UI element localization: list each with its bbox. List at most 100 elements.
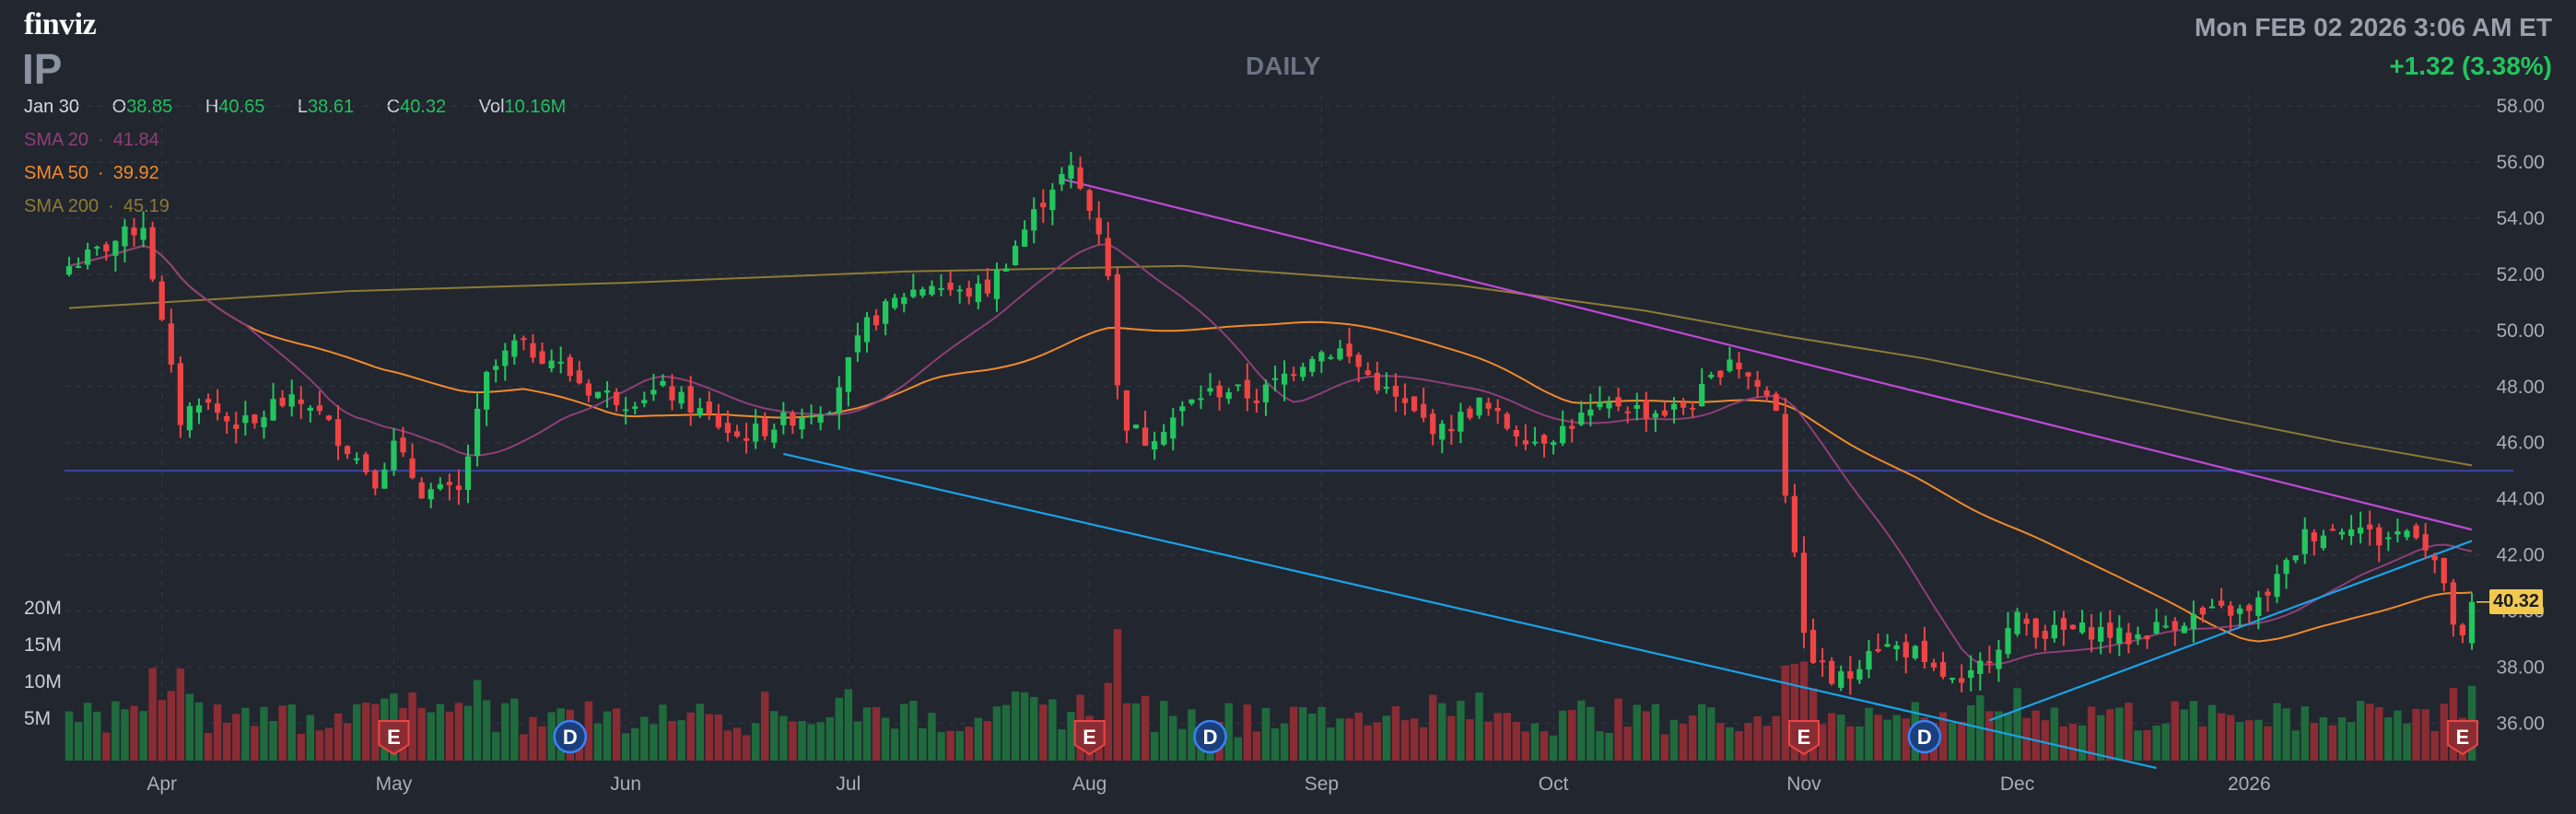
volume-bar bbox=[1558, 710, 1567, 761]
candle-body bbox=[2107, 622, 2113, 638]
candle-body bbox=[650, 390, 657, 395]
candle-body bbox=[762, 418, 768, 436]
close-value: 40.32 bbox=[400, 97, 447, 117]
finviz-logo[interactable]: finviz bbox=[24, 7, 97, 41]
candle-body bbox=[2441, 557, 2447, 584]
volume-bar bbox=[2059, 726, 2068, 761]
candle-body bbox=[2190, 614, 2197, 630]
candle-body bbox=[2422, 534, 2429, 551]
y-tick-label: 42.00 bbox=[2496, 545, 2545, 566]
candle-body bbox=[557, 361, 564, 364]
candle-body bbox=[427, 489, 434, 500]
volume-tick-label: 15M bbox=[24, 634, 62, 656]
candle-body bbox=[1430, 413, 1436, 435]
volume-bar bbox=[2032, 710, 2040, 761]
y-tick-label: 56.00 bbox=[2496, 152, 2545, 173]
volume-bar bbox=[779, 715, 788, 761]
ticker-symbol: IP bbox=[22, 45, 63, 93]
candle-body bbox=[2023, 618, 2030, 624]
volume-bar bbox=[520, 734, 528, 761]
volume-bar bbox=[1159, 701, 1168, 761]
volume-bar bbox=[1985, 711, 1994, 761]
volume-bar bbox=[1280, 723, 1289, 761]
candle-body bbox=[261, 417, 267, 427]
open-label: O bbox=[111, 97, 127, 117]
candle-body bbox=[1977, 660, 1984, 674]
volume-bar bbox=[1317, 706, 1326, 761]
candle-body bbox=[2199, 607, 2207, 615]
earnings-icon bbox=[1073, 720, 1106, 756]
sma-50-sep: · bbox=[98, 163, 104, 183]
candle-body bbox=[1550, 442, 1557, 445]
candle-body bbox=[1791, 495, 1798, 552]
candle-body bbox=[892, 297, 898, 308]
candle-body bbox=[1930, 662, 1938, 668]
candle-body bbox=[771, 429, 778, 443]
candle-body bbox=[1921, 640, 1928, 663]
volume-bar bbox=[529, 716, 537, 761]
candle-body bbox=[437, 483, 443, 489]
ohlc-date: Jan 30 bbox=[24, 97, 80, 117]
candle-body bbox=[1105, 238, 1111, 276]
candle-body bbox=[464, 456, 472, 491]
volume-bar bbox=[204, 732, 213, 761]
volume-bar bbox=[1679, 724, 1688, 761]
candle-body bbox=[215, 403, 221, 413]
volume-bar bbox=[928, 713, 936, 761]
x-tick-label: 2026 bbox=[2228, 773, 2271, 795]
volume-bar bbox=[1410, 718, 1419, 761]
volume-bar bbox=[1707, 707, 1715, 761]
volume-bar bbox=[1995, 711, 2003, 761]
candle-body bbox=[1383, 387, 1389, 390]
candle-body bbox=[1782, 413, 1788, 496]
volume-bar bbox=[1874, 715, 1882, 761]
candle-body bbox=[576, 370, 582, 384]
sma-200-sep: · bbox=[108, 196, 114, 216]
volume-tick-label: 5M bbox=[24, 708, 51, 729]
candle-body bbox=[325, 415, 333, 420]
volume-bar bbox=[334, 713, 343, 761]
x-tick-label: Oct bbox=[1539, 773, 1569, 795]
candle-body bbox=[307, 407, 313, 411]
volume-bar bbox=[1846, 726, 1855, 761]
volume-bar bbox=[501, 703, 509, 761]
volume-bar bbox=[2004, 712, 2012, 761]
candle-body bbox=[1225, 392, 1232, 400]
candle-body bbox=[1893, 645, 1900, 650]
volume-bar bbox=[1865, 707, 1873, 761]
sma-50-value: 39.92 bbox=[112, 163, 159, 183]
candle-body bbox=[1875, 648, 1881, 652]
volume-bar bbox=[1039, 704, 1048, 761]
candle-body bbox=[632, 406, 638, 409]
volume-bar bbox=[1336, 718, 1344, 761]
candle-body bbox=[2005, 628, 2011, 655]
volume-bar bbox=[686, 712, 695, 761]
candle-body bbox=[1597, 401, 1603, 408]
y-tick-label: 54.00 bbox=[2496, 208, 2545, 229]
candle-body bbox=[1606, 401, 1612, 409]
volume-bar bbox=[297, 733, 305, 761]
candle-body bbox=[1179, 406, 1186, 412]
volume-bar bbox=[547, 712, 556, 761]
candle-body bbox=[1059, 174, 1065, 185]
earnings-icon-label: E bbox=[387, 726, 401, 749]
volume-bar bbox=[1642, 711, 1651, 761]
volume-bar bbox=[1122, 703, 1131, 761]
candle-body bbox=[678, 391, 685, 404]
sma-20-sep: · bbox=[98, 130, 104, 150]
candle-body bbox=[863, 317, 871, 343]
candle-body bbox=[2069, 624, 2077, 630]
candle-body bbox=[2237, 608, 2243, 614]
candle-body bbox=[706, 401, 712, 414]
candle-body bbox=[1411, 396, 1418, 412]
candle-body bbox=[1968, 669, 1974, 679]
volume-bar bbox=[890, 728, 899, 761]
candle-body bbox=[1560, 425, 1566, 444]
candle-body bbox=[548, 360, 555, 368]
sma-200-line bbox=[68, 264, 2473, 467]
candle-body bbox=[1996, 649, 2002, 669]
candle-body bbox=[1717, 370, 1724, 378]
candle-body bbox=[1328, 356, 1334, 359]
volume-bar bbox=[2115, 707, 2124, 761]
